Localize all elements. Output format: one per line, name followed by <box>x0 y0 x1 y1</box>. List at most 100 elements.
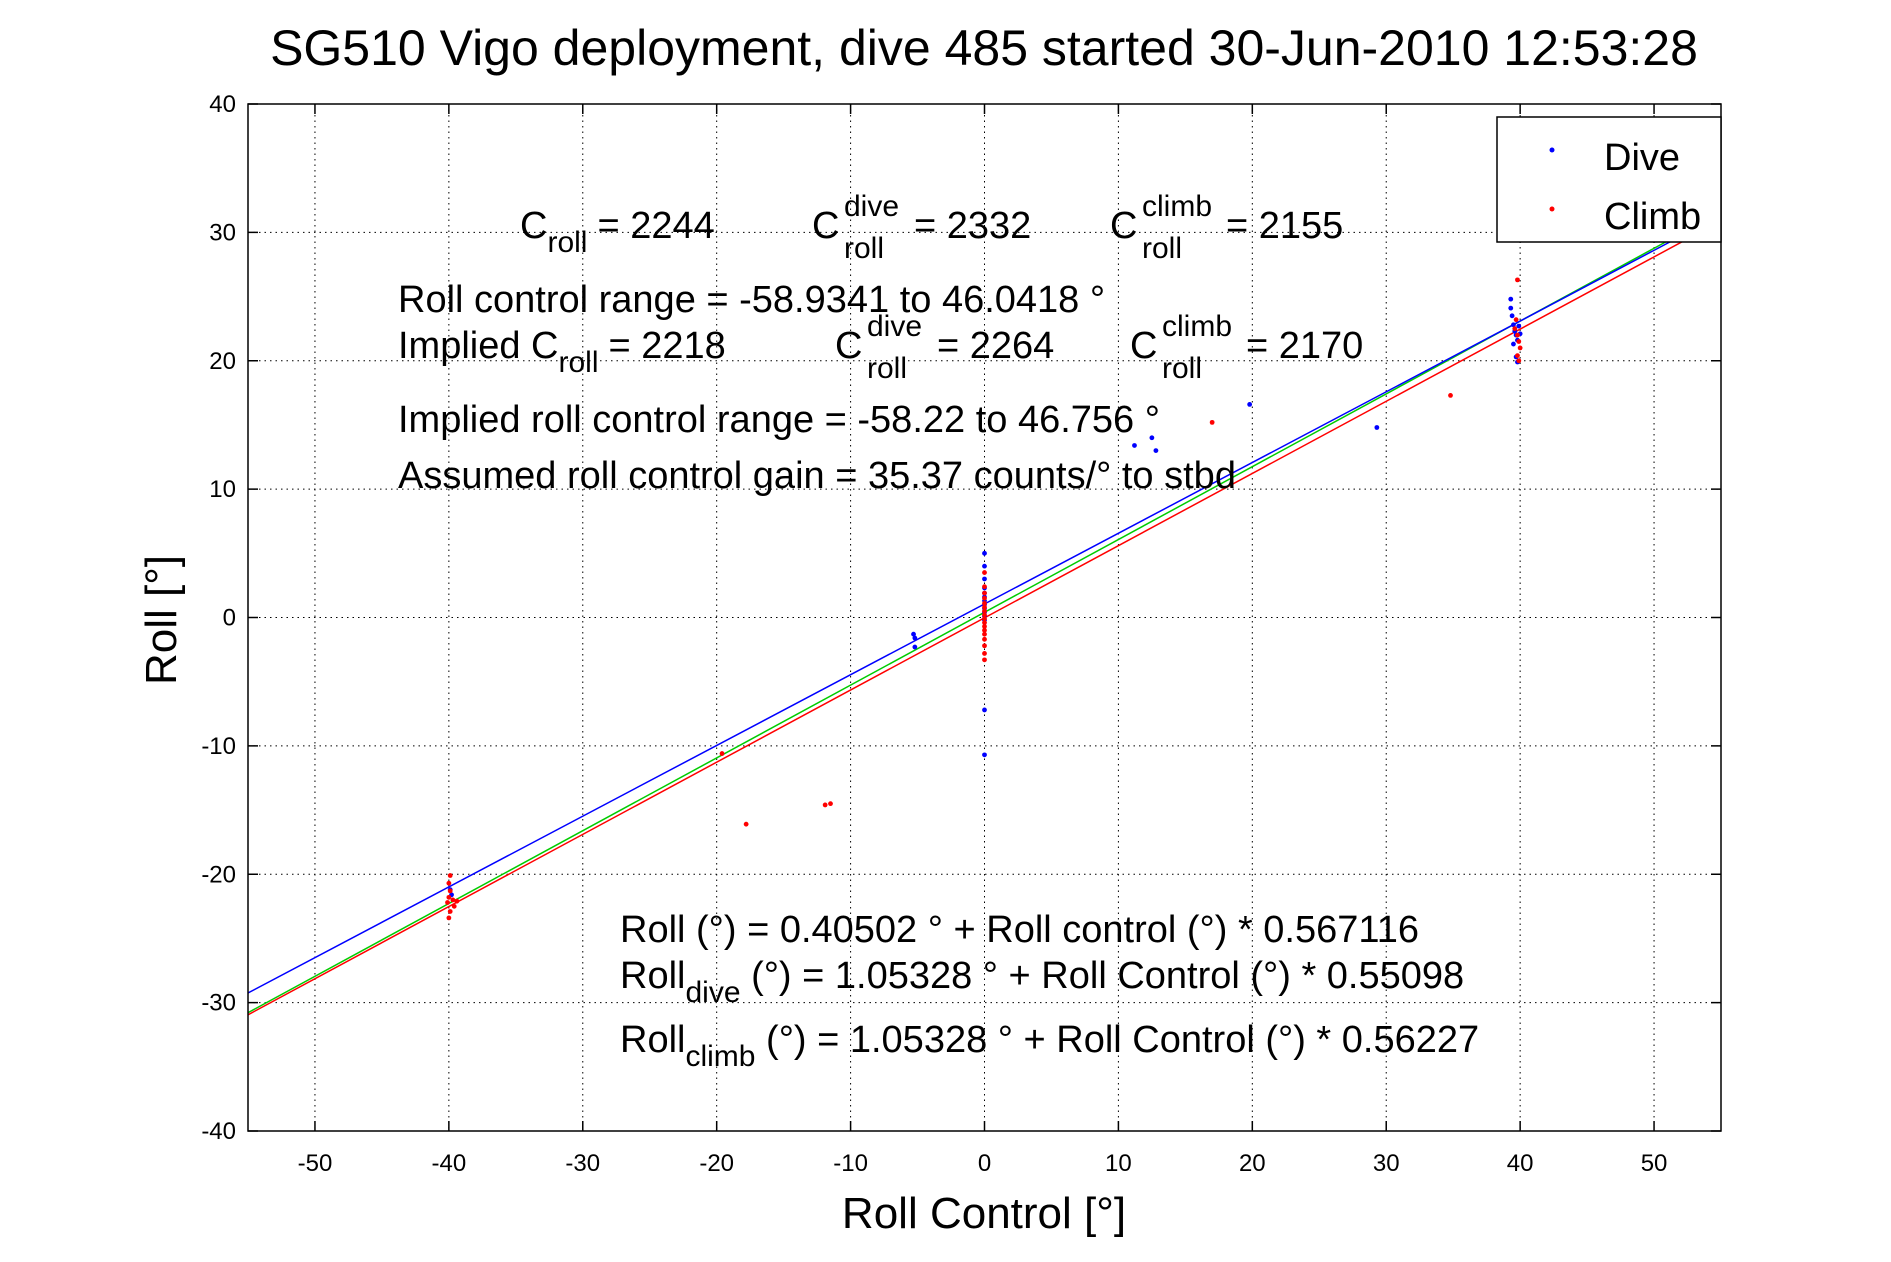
legend-label-dive: Dive <box>1604 137 1680 179</box>
svg-text:C: C <box>1110 205 1137 247</box>
climb-point <box>450 897 456 903</box>
dive-point <box>912 635 918 641</box>
annotation-implied-c-climb: C climb roll = 2170 <box>1130 310 1363 385</box>
dive-point <box>1509 313 1515 319</box>
climb-point <box>982 612 987 618</box>
climb-point <box>982 584 987 590</box>
series-climb <box>445 277 1523 921</box>
x-tick-label: -40 <box>432 1150 467 1177</box>
climb-point <box>982 631 987 637</box>
climb-point <box>1517 345 1523 351</box>
climb-point <box>719 751 725 756</box>
x-tick-label: 20 <box>1239 1150 1266 1177</box>
svg-text:C: C <box>812 205 839 247</box>
climb-point <box>982 604 987 610</box>
climb-point <box>1516 339 1522 344</box>
dive-point <box>1374 425 1380 430</box>
climb-point <box>982 608 987 614</box>
climb-point <box>446 915 452 921</box>
climb-point <box>822 802 828 808</box>
climb-point <box>982 636 987 642</box>
y-tick-label: 10 <box>209 476 236 503</box>
y-tick-label: 20 <box>209 348 236 375</box>
dive-point <box>912 644 918 650</box>
chart-title: SG510 Vigo deployment, dive 485 started … <box>270 20 1698 76</box>
climb-point <box>1513 317 1519 323</box>
climb-point <box>1512 326 1518 332</box>
svg-text:= 2155: = 2155 <box>1226 205 1343 247</box>
dive-point <box>1247 401 1253 407</box>
dive-point <box>1511 341 1516 347</box>
x-tick-label: -10 <box>833 1150 868 1177</box>
annotation-fit-all: Roll (°) = 0.40502 ° + Roll control (°) … <box>620 909 1419 951</box>
climb-point <box>982 620 987 626</box>
legend-marker-climb <box>1549 206 1555 212</box>
legend-box <box>1496 116 1722 243</box>
climb-point <box>982 570 987 575</box>
dive-point <box>982 752 987 758</box>
climb-point <box>447 888 453 894</box>
annotation-fit-climb: Rollclimb (°) = 1.05328 ° + Roll Control… <box>620 1019 1479 1073</box>
x-tick-label: 50 <box>1641 1150 1668 1177</box>
x-tick-label: 0 <box>978 1150 991 1177</box>
dive-point <box>1511 322 1516 328</box>
dive-point <box>1149 435 1155 441</box>
data-points <box>445 277 1523 921</box>
svg-text:roll: roll <box>1162 352 1202 385</box>
y-tick-label: 0 <box>223 605 236 632</box>
climb-point <box>982 590 987 596</box>
climb-point <box>982 651 987 656</box>
y-axis-label: Roll [°] <box>137 555 186 685</box>
grid-lines <box>248 104 1721 1131</box>
svg-text:climb: climb <box>1162 310 1232 343</box>
svg-text:C: C <box>835 325 862 367</box>
annotation-implied-range: Implied roll control range = -58.22 to 4… <box>398 399 1160 441</box>
dive-point <box>982 550 987 556</box>
dive-point <box>911 631 916 637</box>
annotation-c-dive: C dive roll = 2332 <box>812 190 1031 265</box>
climb-point <box>447 873 453 878</box>
dive-point <box>1508 296 1514 302</box>
annotation-c-climb: C climb roll = 2155 <box>1110 190 1343 265</box>
annotation-fit-dive: Rolldive (°) = 1.05328 ° + Roll Control … <box>620 955 1464 1009</box>
climb-point <box>982 627 987 633</box>
climb-point <box>982 624 987 629</box>
dive-point <box>982 576 987 582</box>
svg-text:dive: dive <box>867 310 922 343</box>
climb-point <box>1515 277 1520 283</box>
y-tick-label: -30 <box>201 990 236 1017</box>
dive-point <box>1153 448 1159 454</box>
climb-point <box>982 600 987 606</box>
dive-point <box>982 707 987 713</box>
legend-label-climb: Climb <box>1604 196 1701 238</box>
climb-point <box>446 894 452 900</box>
svg-text:= 2264: = 2264 <box>937 325 1054 367</box>
climb-point <box>447 909 453 914</box>
svg-text:climb: climb <box>1142 190 1212 223</box>
climb-point <box>982 657 987 663</box>
y-tick-label: 40 <box>209 91 236 118</box>
x-axis-label: Roll Control [°] <box>842 1189 1126 1238</box>
svg-text:roll: roll <box>844 232 884 265</box>
dive-point <box>1508 305 1514 311</box>
y-tick-label: -40 <box>201 1118 236 1145</box>
climb-point <box>743 821 749 827</box>
svg-text:dive: dive <box>844 190 899 223</box>
annotation-implied-c-dive: C dive roll = 2264 <box>835 310 1054 385</box>
climb-point <box>828 801 833 807</box>
annotation-implied-c-roll: Implied Croll = 2218 <box>398 325 726 379</box>
annotations: Croll = 2244 C dive roll = 2332 C climb r… <box>398 190 1479 1073</box>
x-tick-label: 30 <box>1373 1150 1400 1177</box>
climb-point <box>1209 419 1215 425</box>
x-tick-label: 40 <box>1507 1150 1534 1177</box>
climb-point <box>1515 332 1520 338</box>
climb-point <box>1448 393 1453 398</box>
svg-text:= 2332: = 2332 <box>914 205 1031 247</box>
x-tick-label: -30 <box>565 1150 600 1177</box>
climb-point <box>982 643 987 649</box>
x-tick-label: -20 <box>699 1150 734 1177</box>
climb-point <box>454 898 460 904</box>
climb-point <box>1516 358 1522 364</box>
climb-point <box>1515 353 1520 359</box>
